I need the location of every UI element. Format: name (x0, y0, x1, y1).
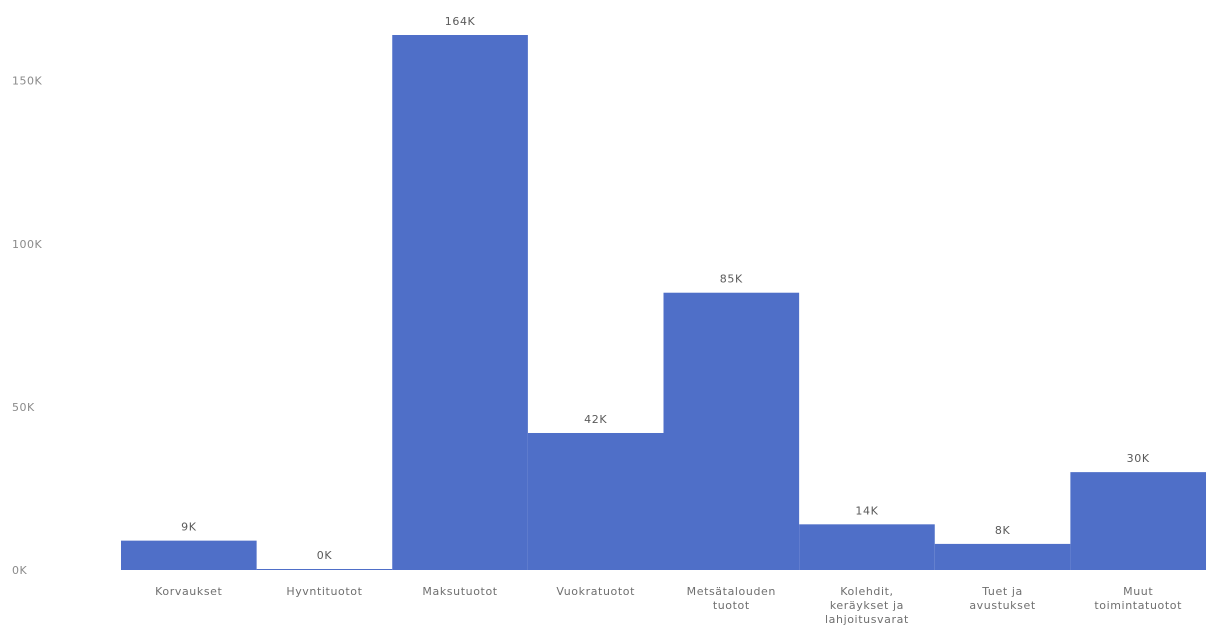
x-tick-label: Maksutuotot (422, 585, 497, 598)
data-label: 0K (317, 549, 333, 562)
x-tick-label: lahjoitusvarat (825, 613, 909, 626)
x-tick-label: Metsätalouden (687, 585, 776, 598)
x-tick-label: tuotot (713, 599, 750, 612)
data-label: 14K (855, 504, 878, 517)
x-tick-label: Tuet ja (981, 585, 1023, 598)
bar (121, 540, 257, 570)
x-tick-label: Vuokratuotot (556, 585, 635, 598)
bar (527, 432, 664, 570)
x-tick-label: Kolehdit, (840, 585, 893, 598)
data-label: 164K (445, 15, 476, 28)
data-labels: 9K 0K 164K 42K 85K 14K 8K 30K (181, 15, 1150, 562)
bar (663, 292, 800, 570)
data-label: 30K (1127, 452, 1150, 465)
bar (799, 524, 935, 570)
y-tick-label: 150K (12, 75, 42, 88)
y-axis: 0K 50K 100K 150K (12, 75, 42, 577)
x-tick-label: Muut (1123, 585, 1153, 598)
data-label: 9K (181, 521, 197, 534)
data-label: 8K (995, 524, 1011, 537)
x-axis: Korvaukset Hyvntituotot Maksutuotot Vuokrat… (155, 585, 1182, 626)
bar (392, 35, 528, 570)
x-tick-label: keräykset ja (830, 599, 904, 612)
bar (934, 543, 1071, 570)
x-tick-label: Korvaukset (155, 585, 222, 598)
bar (1070, 472, 1207, 570)
bar (256, 569, 393, 570)
bars (121, 35, 1207, 570)
y-tick-label: 100K (12, 238, 42, 251)
data-label: 85K (720, 273, 743, 286)
y-tick-label: 50K (12, 401, 35, 414)
x-tick-label: avustukset (969, 599, 1036, 612)
x-tick-label: Hyvntituotot (286, 585, 362, 598)
x-tick-label: toimintatuotot (1094, 599, 1182, 612)
y-tick-label: 0K (12, 564, 27, 577)
data-label: 42K (584, 413, 607, 426)
